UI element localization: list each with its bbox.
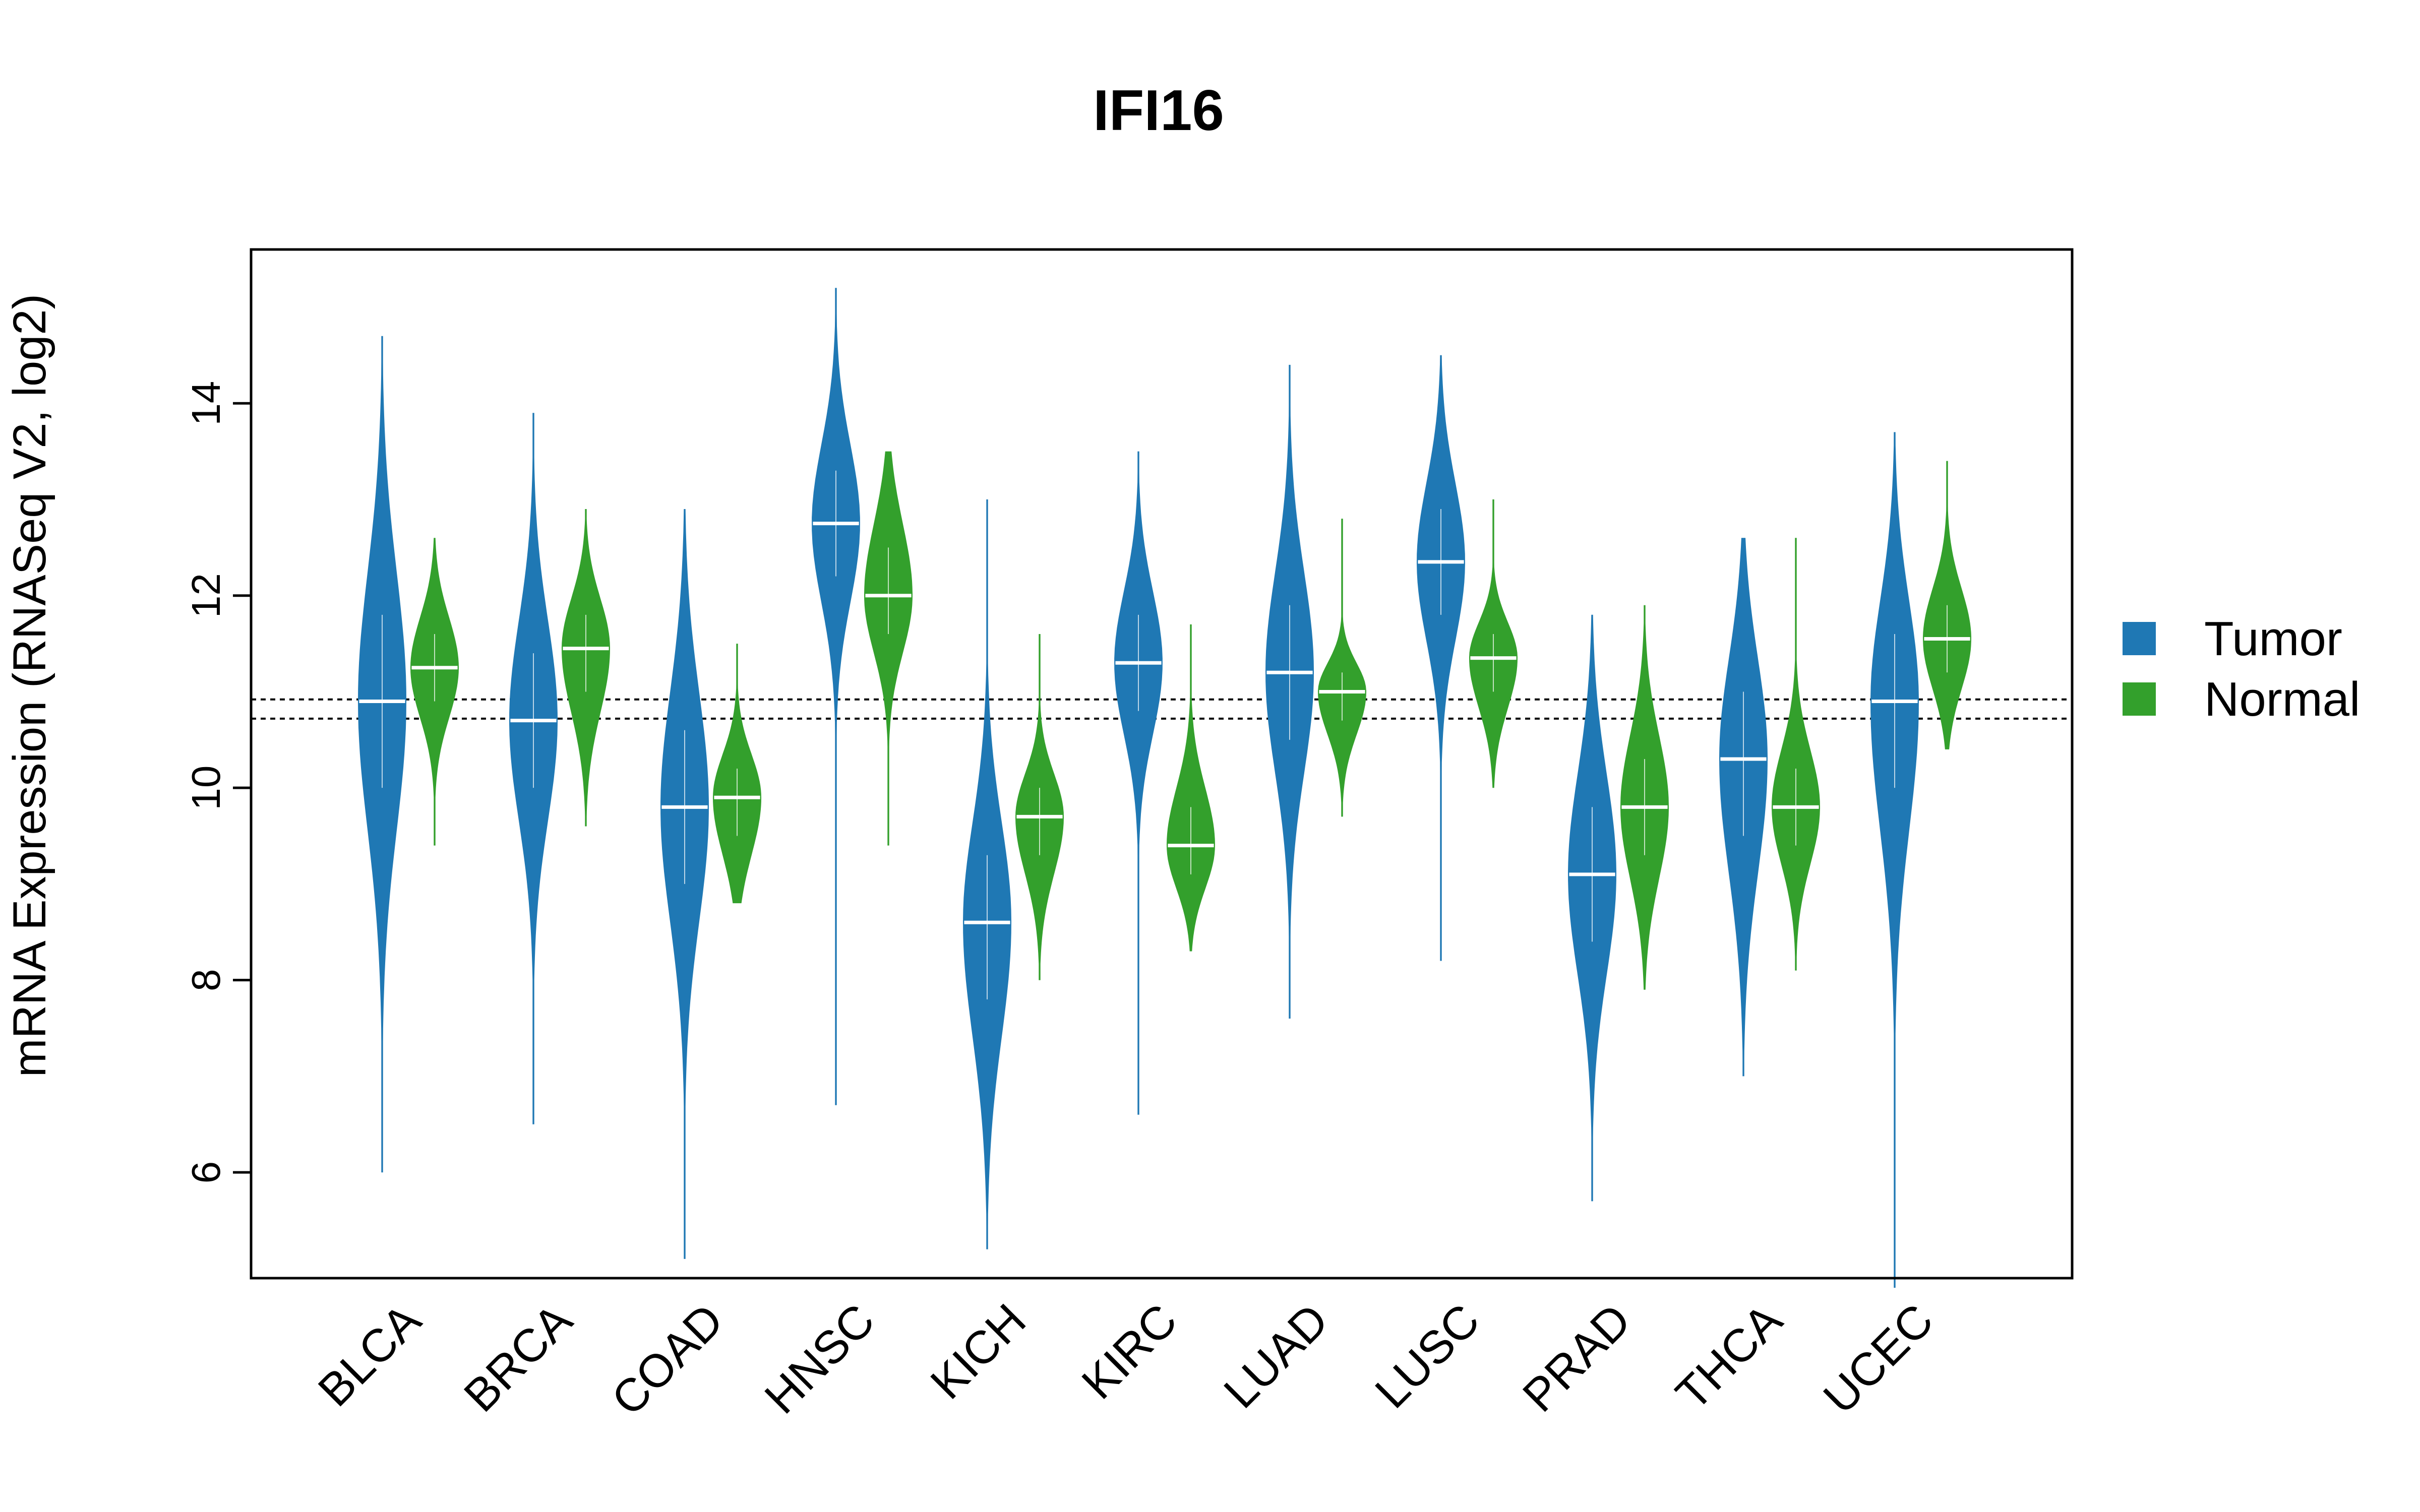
y-axis-label: mRNA Expression (RNASeq V2, log2) — [4, 294, 55, 1077]
violin-tumor-coad — [660, 509, 709, 1259]
legend: Tumor Normal — [2123, 612, 2360, 726]
y-tick-label-6: 6 — [184, 1161, 228, 1184]
violin-body — [1167, 624, 1215, 952]
violin-body — [864, 451, 913, 846]
legend-swatch-normal — [2123, 682, 2156, 716]
violin-tumor-kich — [963, 499, 1011, 1249]
violin-normal-brca — [562, 509, 610, 827]
violin-normal-thca — [1772, 538, 1820, 971]
violin-normal-kirc — [1167, 624, 1215, 952]
violin-normal-coad — [713, 644, 761, 904]
violin-body — [660, 509, 709, 1259]
y-tick-label-8: 8 — [184, 969, 228, 991]
violin-body — [812, 288, 860, 1105]
violin-normal-kich — [1015, 634, 1064, 980]
violin-body — [1870, 432, 1919, 1288]
violin-tumor-lusc — [1417, 355, 1465, 961]
violin-normal-ucec — [1923, 461, 1971, 749]
violin-body — [1923, 461, 1971, 749]
violin-tumor-luad — [1265, 364, 1314, 1019]
violin-body — [1318, 519, 1366, 817]
legend-swatch-tumor — [2123, 622, 2156, 655]
violin-tumor-hnsc — [812, 288, 860, 1105]
legend-label-normal: Normal — [2204, 672, 2360, 726]
y-tick-label-12: 12 — [184, 573, 228, 618]
violin-tumor-thca — [1719, 538, 1768, 1077]
violin-body — [1417, 355, 1465, 961]
violin-normal-lusc — [1469, 499, 1518, 788]
violin-normal-luad — [1318, 519, 1366, 817]
y-tick-label-14: 14 — [184, 381, 228, 426]
violin-tumor-blca — [358, 336, 406, 1173]
violin-tumor-ucec — [1870, 432, 1919, 1288]
violin-body — [1114, 451, 1163, 1115]
violin-normal-hnsc — [864, 451, 913, 846]
violin-normal-prad — [1620, 605, 1669, 990]
y-axis: 6 8 10 12 14 — [184, 381, 253, 1184]
y-tick-label-10: 10 — [184, 766, 228, 810]
violin-tumor-kirc — [1114, 451, 1163, 1115]
legend-label-tumor: Tumor — [2204, 612, 2342, 666]
chart-title: IFI16 — [1093, 79, 1224, 143]
violin-tumor-prad — [1568, 614, 1616, 1202]
violin-tumor-brca — [509, 413, 558, 1124]
violin-body — [1772, 538, 1820, 971]
violin-normal-blca — [410, 538, 459, 846]
plot-content — [251, 288, 2072, 1288]
